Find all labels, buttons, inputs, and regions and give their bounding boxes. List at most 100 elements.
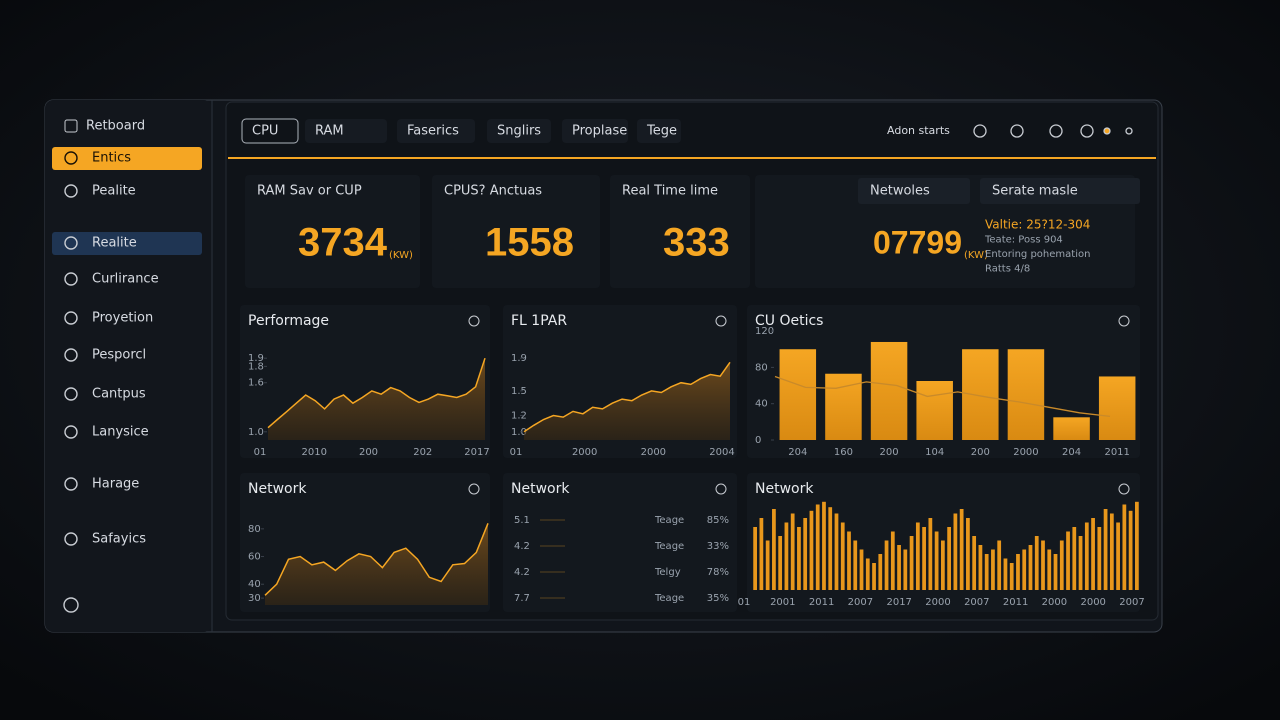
column bbox=[840, 522, 845, 590]
x-tick-label: 2000 bbox=[641, 447, 666, 458]
toolbar-icon[interactable] bbox=[1049, 124, 1063, 138]
x-tick-label: 204 bbox=[788, 447, 807, 458]
item-icon bbox=[64, 348, 78, 362]
info-line: Ratts 4/8 bbox=[985, 264, 1030, 275]
selected-item[interactable] bbox=[52, 232, 202, 255]
stat-value: 07799 bbox=[873, 224, 962, 260]
sidebar-item[interactable]: Lanysice bbox=[92, 425, 149, 440]
column bbox=[978, 545, 983, 590]
chart-title: FL 1PAR bbox=[511, 313, 567, 329]
column bbox=[915, 522, 920, 590]
chart-menu[interactable] bbox=[468, 483, 480, 495]
column bbox=[828, 507, 833, 590]
filter-label[interactable]: Netwoles bbox=[870, 184, 930, 199]
column bbox=[972, 536, 977, 590]
chart-title: Network bbox=[755, 481, 814, 497]
column bbox=[778, 536, 783, 590]
x-tick-label: 204 bbox=[1062, 447, 1081, 458]
tab[interactable] bbox=[637, 119, 681, 143]
sidebar-item[interactable]: Curlirance bbox=[92, 272, 159, 287]
active-item[interactable] bbox=[52, 147, 202, 170]
column bbox=[790, 513, 795, 590]
chart-title: CU Oetics bbox=[755, 313, 823, 329]
x-tick-label: 01 bbox=[738, 597, 751, 608]
item-icon bbox=[64, 272, 78, 286]
tab-label[interactable]: Faserics bbox=[407, 124, 459, 139]
tab[interactable] bbox=[305, 119, 387, 143]
sidebar-item[interactable]: Entics bbox=[92, 151, 131, 166]
action-button[interactable]: Adon starts bbox=[887, 124, 950, 137]
list-value: 7.7 bbox=[514, 593, 530, 604]
chart-menu[interactable] bbox=[1118, 483, 1130, 495]
sidebar-item[interactable]: Proyetion bbox=[92, 311, 153, 326]
column bbox=[1028, 545, 1033, 590]
toolbar-icon[interactable] bbox=[1125, 127, 1133, 135]
bar bbox=[1098, 376, 1136, 440]
stat-card bbox=[610, 175, 750, 288]
sidebar-item[interactable]: Safayics bbox=[92, 532, 146, 547]
column bbox=[803, 518, 808, 590]
filter-label[interactable]: Serate masle bbox=[992, 184, 1078, 199]
sidebar-item[interactable]: Pealite bbox=[92, 184, 136, 199]
bar bbox=[962, 349, 999, 440]
area-line bbox=[264, 523, 489, 596]
chart-menu[interactable] bbox=[715, 315, 727, 327]
column bbox=[1122, 504, 1127, 590]
tab[interactable] bbox=[487, 119, 551, 143]
toolbar-icon[interactable] bbox=[973, 124, 987, 138]
list-label: Teage bbox=[654, 541, 684, 552]
stat-title: CPUS? Anctuas bbox=[444, 184, 542, 199]
tab[interactable] bbox=[397, 119, 475, 143]
tab-label[interactable]: RAM bbox=[315, 124, 344, 139]
stat-value: 333 bbox=[663, 221, 730, 265]
column bbox=[772, 509, 776, 590]
tab-label[interactable]: Snglirs bbox=[497, 124, 541, 139]
item-icon bbox=[64, 236, 78, 250]
icon bbox=[64, 119, 78, 133]
tab-label[interactable]: Proplase bbox=[572, 124, 627, 139]
item-icon bbox=[64, 387, 78, 401]
x-tick-label: 01 bbox=[510, 447, 523, 458]
tab[interactable] bbox=[241, 118, 299, 144]
toolbar-icon[interactable] bbox=[1010, 124, 1024, 138]
chart-title: Network bbox=[248, 481, 307, 497]
sidebar-item[interactable]: Pesporcl bbox=[92, 348, 146, 363]
column bbox=[872, 563, 876, 590]
y-tick-label: 120 bbox=[755, 326, 774, 337]
column bbox=[809, 510, 814, 590]
column bbox=[884, 540, 889, 590]
y-tick-label: 40 bbox=[248, 579, 261, 590]
x-tick-label: 01 bbox=[254, 447, 267, 458]
filter-dropdown[interactable] bbox=[858, 178, 970, 204]
list-label: Teage bbox=[654, 515, 684, 526]
chart-card bbox=[503, 473, 737, 612]
y-tick-label: 40 bbox=[755, 399, 768, 410]
sidebar-item[interactable]: Harage bbox=[92, 477, 139, 492]
toolbar-icon[interactable] bbox=[1080, 124, 1094, 138]
tab-label[interactable]: Tege bbox=[646, 124, 677, 139]
chart-menu[interactable] bbox=[715, 483, 727, 495]
tab[interactable] bbox=[562, 119, 628, 143]
chart-menu[interactable] bbox=[468, 315, 480, 327]
sidebar-item[interactable]: Cantpus bbox=[92, 387, 146, 402]
column bbox=[1078, 536, 1083, 590]
bar bbox=[779, 349, 817, 440]
column bbox=[753, 527, 758, 590]
area-line bbox=[523, 361, 731, 433]
list-value: 4.2 bbox=[514, 567, 530, 578]
x-tick-label: 2011 bbox=[1104, 447, 1129, 458]
bar bbox=[1053, 417, 1090, 440]
column bbox=[853, 540, 858, 590]
chart-menu[interactable] bbox=[1118, 315, 1130, 327]
x-tick-label: 2007 bbox=[848, 597, 873, 608]
x-tick-label: 2011 bbox=[809, 597, 834, 608]
filter-dropdown[interactable] bbox=[980, 178, 1140, 204]
tab-label[interactable]: CPU bbox=[252, 124, 278, 139]
y-tick-label: 1.2 bbox=[511, 410, 527, 421]
column bbox=[1097, 527, 1102, 590]
toolbar-icon[interactable] bbox=[1103, 127, 1111, 135]
stat-title: Real Time lime bbox=[622, 184, 718, 199]
item-icon bbox=[64, 532, 78, 546]
sidebar-item[interactable]: Realite bbox=[92, 236, 137, 251]
